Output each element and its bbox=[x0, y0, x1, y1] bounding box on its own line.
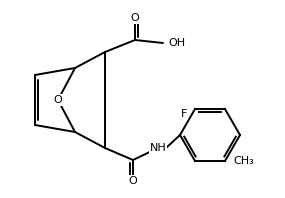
Text: CH₃: CH₃ bbox=[233, 156, 254, 166]
Text: NH: NH bbox=[150, 143, 166, 153]
Text: O: O bbox=[54, 95, 62, 105]
Text: O: O bbox=[131, 13, 139, 23]
Text: OH: OH bbox=[168, 38, 185, 48]
Text: F: F bbox=[181, 109, 187, 119]
Text: O: O bbox=[129, 176, 137, 186]
